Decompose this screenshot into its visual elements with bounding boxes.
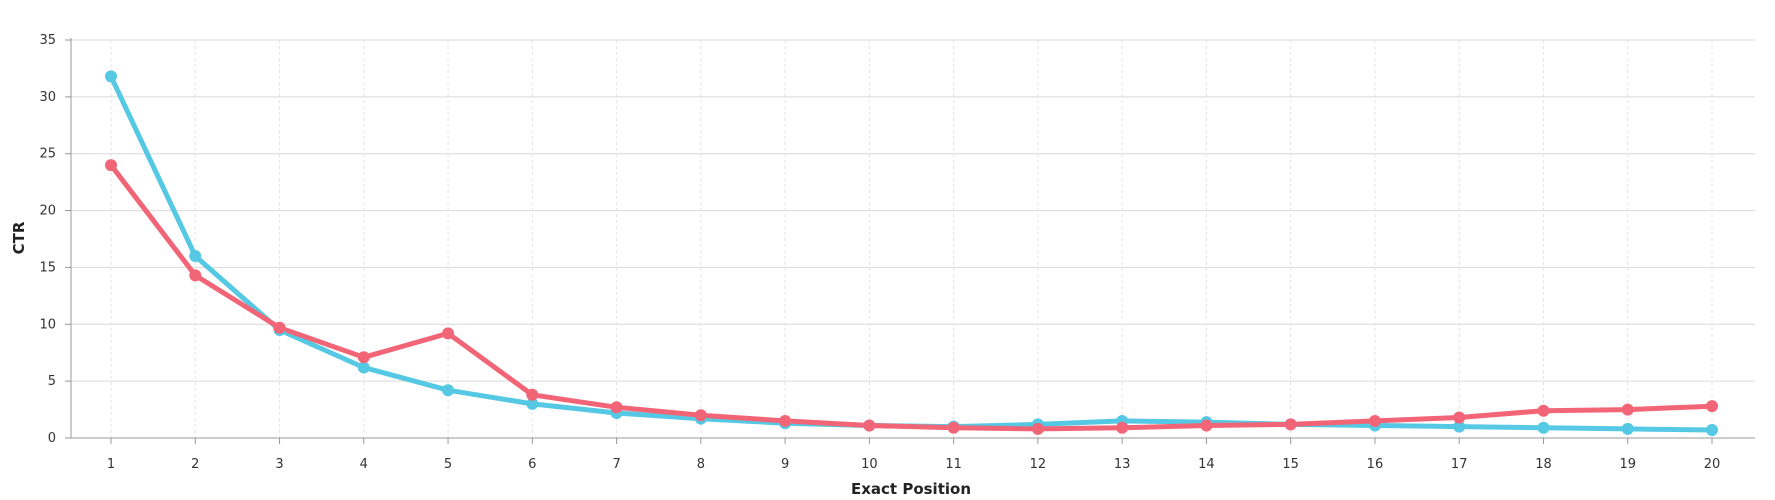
x-tick-label: 10 (861, 457, 878, 472)
series-2-point[interactable] (1537, 404, 1550, 417)
series-1-point[interactable] (526, 397, 539, 410)
x-tick-label: 12 (1030, 457, 1047, 472)
y-tick-label: 35 (39, 33, 56, 48)
series-2-point[interactable] (1453, 411, 1466, 424)
series-2-point[interactable] (1200, 419, 1213, 432)
x-axis-title: Exact Position (851, 480, 971, 498)
series-1-point[interactable] (105, 70, 117, 83)
x-tick-label: 2 (191, 457, 199, 472)
series-2-point[interactable] (694, 409, 707, 422)
x-tick-label: 9 (781, 457, 789, 472)
series-group (105, 70, 1718, 437)
series-2-point[interactable] (273, 321, 286, 334)
x-tick-label: 14 (1198, 457, 1215, 472)
x-tick-label: 20 (1704, 457, 1721, 472)
series-1-point[interactable] (442, 384, 455, 397)
x-tick-label: 11 (945, 457, 962, 472)
y-tick-label: 10 (39, 317, 56, 332)
series-2-point[interactable] (610, 401, 623, 414)
series-2-point[interactable] (779, 414, 792, 427)
series-2-point[interactable] (1116, 421, 1129, 434)
y-tick-label: 30 (39, 90, 56, 105)
y-tick-label: 5 (48, 374, 56, 389)
series-2-point[interactable] (526, 388, 539, 401)
series-2-point[interactable] (863, 419, 876, 432)
series-1-point[interactable] (1706, 424, 1718, 437)
x-tick-label: 18 (1535, 457, 1552, 472)
series-1-point[interactable] (357, 361, 370, 374)
x-tick-label: 13 (1114, 457, 1131, 472)
series-2-point[interactable] (442, 327, 455, 340)
x-tick-label: 7 (612, 457, 620, 472)
x-tick-label: 4 (360, 457, 368, 472)
x-tick-label: 3 (275, 457, 283, 472)
series-2-point[interactable] (1621, 403, 1634, 416)
x-tick-label: 1 (107, 457, 115, 472)
series-1-point[interactable] (1621, 422, 1634, 435)
x-tick-label: 5 (444, 457, 452, 472)
x-tick-label: 17 (1451, 457, 1468, 472)
x-tick-label: 19 (1619, 457, 1636, 472)
x-tick-label: 6 (528, 457, 536, 472)
y-axis-title: CTR (10, 221, 28, 254)
series-2-point[interactable] (1706, 400, 1718, 413)
x-tick-label: 8 (697, 457, 705, 472)
grid (71, 39, 1755, 438)
series-2-point[interactable] (947, 421, 960, 434)
x-tick-label: 16 (1367, 457, 1384, 472)
series-2-line (108, 162, 1715, 432)
series-1-point[interactable] (1537, 421, 1550, 434)
series-1-line (108, 73, 1715, 433)
series-2-point[interactable] (357, 351, 370, 364)
series-1-point[interactable] (1453, 420, 1466, 433)
series-1-point[interactable] (189, 250, 202, 263)
y-tick-label: 0 (48, 431, 56, 446)
series-2-point[interactable] (105, 159, 117, 172)
y-tick-label: 25 (39, 147, 56, 162)
series-2-point[interactable] (189, 269, 202, 282)
series-2-point[interactable] (1368, 414, 1381, 427)
y-tick-label: 15 (39, 260, 56, 275)
y-tick-label: 20 (39, 204, 56, 219)
series-2-point[interactable] (1031, 422, 1044, 435)
series-2-point[interactable] (1284, 418, 1297, 431)
x-tick-label: 15 (1282, 457, 1299, 472)
